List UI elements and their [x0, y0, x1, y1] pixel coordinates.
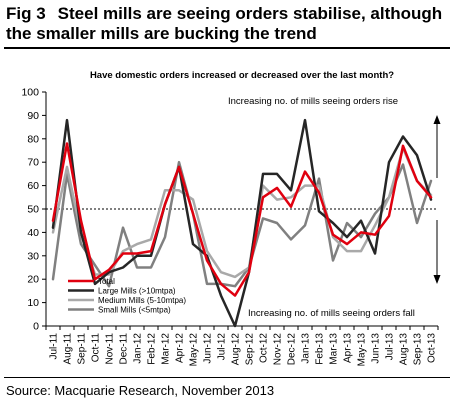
- x-tick-label: Dec-11: [119, 333, 130, 365]
- x-tick-label: Jan-12: [133, 333, 144, 364]
- series-line-total: [51, 142, 433, 297]
- title-rule: [4, 47, 450, 49]
- x-tick-label: Feb-12: [147, 333, 158, 365]
- x-tick-label: Aug-13: [399, 333, 410, 366]
- x-tick-label: Feb-13: [315, 333, 326, 365]
- x-tick-label: Aug-12: [231, 333, 242, 366]
- y-tick-label: 10: [27, 297, 39, 309]
- legend-label: Total: [98, 277, 115, 286]
- series-line-medium: [51, 146, 433, 279]
- y-tick-label: 40: [27, 227, 39, 239]
- series-line-large: [51, 118, 433, 328]
- figure-number: Fig 3: [6, 4, 46, 23]
- x-tick-label: May-12: [189, 333, 200, 367]
- figure-title: Fig 3 Steel mills are seeing orders stabi…: [6, 4, 450, 44]
- x-tick-label: Sep-13: [413, 333, 424, 366]
- x-tick-label: May-13: [357, 333, 368, 367]
- y-tick-label: 80: [27, 133, 39, 145]
- x-tick-label: Jun-13: [371, 333, 382, 364]
- legend-label: Small Mills (<5mtpa): [98, 306, 171, 315]
- source-rule: [4, 377, 450, 378]
- x-tick-label: Oct-13: [427, 333, 438, 363]
- legend-label: Large Mills (>10mtpa): [98, 287, 176, 296]
- y-tick-label: 0: [33, 321, 39, 333]
- y-tick-label: 30: [27, 250, 39, 262]
- x-tick-label: Oct-12: [259, 333, 270, 363]
- legend-label: Medium Mills (5-10mtpa): [98, 296, 186, 305]
- y-tick-label: 90: [27, 110, 39, 122]
- annotation-lower: Increasing no. of mills seeing orders fa…: [248, 308, 415, 319]
- x-tick-label: Oct-11: [91, 333, 102, 363]
- series-line-small: [51, 160, 433, 288]
- x-tick-label: Jan-13: [301, 333, 312, 364]
- direction-arrows: [433, 115, 441, 284]
- y-tick-label: 70: [27, 157, 39, 169]
- x-tick-label: Dec-12: [287, 333, 298, 366]
- annotation-upper: Increasing no. of mills seeing orders ri…: [228, 96, 398, 107]
- y-tick-label: 20: [27, 274, 39, 286]
- x-tick-label: Nov-12: [273, 333, 284, 366]
- x-tick-label: Jul-13: [385, 333, 396, 361]
- axes: 0 10 20 30 40 50 60 70 80 90 100 Jul-11 Aug-11 Sep-11…: [21, 87, 439, 367]
- x-tick-label: Nov-11: [105, 333, 116, 365]
- figure-title-text: Steel mills are seeing orders stabilise,…: [6, 4, 443, 43]
- x-tick-label: Jun-12: [203, 333, 214, 364]
- y-tick-label: 50: [27, 204, 39, 216]
- x-tick-label: Apr-12: [175, 333, 186, 363]
- x-tick-label: Sep-11: [77, 333, 88, 365]
- source-note: Source: Macquarie Research, November 201…: [6, 383, 275, 398]
- x-tick-label: Jul-11: [49, 333, 60, 360]
- x-tick-label: Mar-12: [161, 333, 172, 365]
- x-tick-label: Mar-13: [329, 333, 340, 365]
- x-tick-label: Sep-12: [245, 333, 256, 366]
- x-tick-label: Aug-11: [63, 333, 74, 365]
- y-tick-label: 100: [21, 87, 39, 99]
- line-chart: Have domestic orders increased or decrea…: [21, 70, 441, 367]
- down-arrow-head: [433, 275, 441, 284]
- x-tick-label: Jul-12: [217, 333, 228, 361]
- y-tick-label: 60: [27, 180, 39, 192]
- x-tick-label: Apr-13: [343, 333, 354, 363]
- chart-title: Have domestic orders increased or decrea…: [90, 70, 394, 81]
- up-arrow-head: [433, 115, 441, 124]
- series-lines: [51, 118, 433, 328]
